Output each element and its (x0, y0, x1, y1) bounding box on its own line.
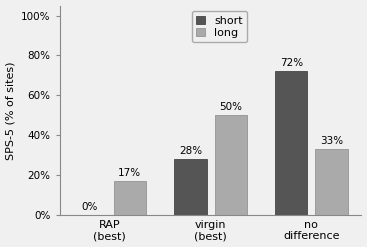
Text: 17%: 17% (118, 168, 141, 178)
Bar (174, 159, 207, 215)
Legend: short, long: short, long (192, 11, 247, 42)
Text: 72%: 72% (280, 58, 303, 68)
Text: 33%: 33% (320, 136, 343, 146)
Text: 0%: 0% (81, 202, 98, 212)
Y-axis label: SPS-5 (% of sites): SPS-5 (% of sites) (6, 61, 15, 160)
Bar (215, 115, 247, 215)
Bar (114, 181, 146, 215)
Bar (316, 149, 348, 215)
Text: 50%: 50% (219, 102, 242, 112)
Bar (275, 71, 308, 215)
Text: 28%: 28% (179, 146, 202, 156)
